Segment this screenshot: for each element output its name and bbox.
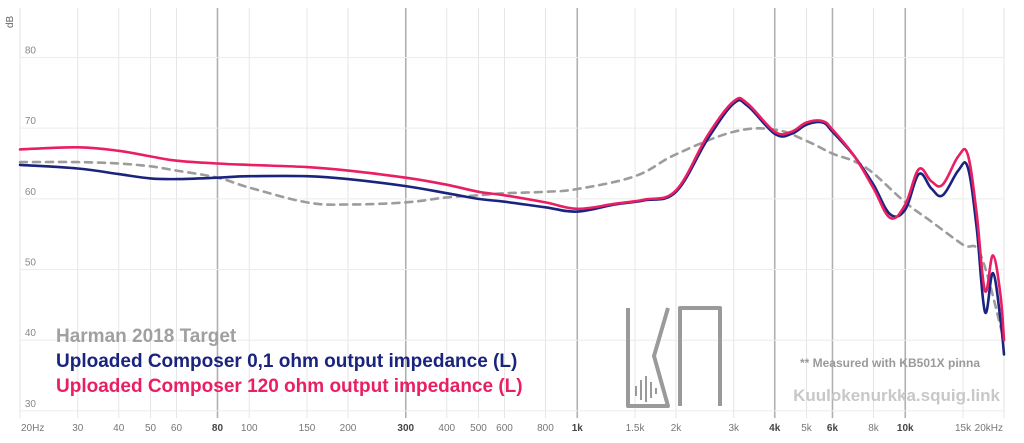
x-tick-label: 100: [241, 423, 258, 434]
y-tick-label: 50: [25, 258, 37, 269]
x-tick-label: 3k: [728, 423, 740, 434]
x-tick-label: 150: [299, 423, 316, 434]
x-tick-label: 1k: [572, 423, 584, 434]
x-tick-label: 10k: [897, 423, 914, 434]
site-watermark: Kuulokenurkka.squig.link: [793, 386, 1000, 405]
x-tick-label: 30: [72, 423, 84, 434]
x-tick-label: 400: [438, 423, 455, 434]
x-tick-label: 8k: [868, 423, 880, 434]
x-tick-label: 20kHz: [975, 423, 1003, 434]
legend-item-target: Harman 2018 Target: [56, 326, 237, 347]
x-tick-label: 2k: [671, 423, 683, 434]
x-tick-label: 4k: [769, 423, 781, 434]
x-tick-label: 800: [537, 423, 554, 434]
y-tick-label: 40: [25, 328, 37, 339]
series-lines: [18, 96, 1006, 356]
kn-logo-watermark: [626, 306, 722, 408]
x-tick-label: 5k: [801, 423, 813, 434]
grid: [19, 8, 1005, 418]
x-tick-label: 600: [496, 423, 513, 434]
x-tick-label: 40: [113, 423, 125, 434]
legend-item-high-impedance: Uploaded Composer 120 ohm output impedan…: [56, 376, 523, 397]
x-tick-label: 500: [470, 423, 487, 434]
y-tick-label: 60: [25, 187, 37, 198]
x-tick-label: 300: [397, 423, 414, 434]
series-line-2: [18, 96, 1006, 342]
y-axis-label: dB: [5, 15, 16, 28]
x-tick-label: 6k: [827, 423, 839, 434]
legend: Harman 2018 Target Uploaded Composer 0,1…: [56, 324, 523, 399]
y-tick-label: 30: [25, 399, 37, 410]
x-tick-label: 200: [340, 423, 357, 434]
x-tick-label: 15k: [955, 423, 972, 434]
x-tick-label: 80: [212, 423, 224, 434]
axis-labels: 20Hz 30 40 50 60 80 100 150 200 300 400 500 600 800 1k…: [5, 15, 1003, 434]
series-line-1: [18, 98, 1006, 356]
y-tick-label: 70: [25, 116, 37, 127]
x-tick-label: 50: [145, 423, 157, 434]
x-tick-label: 20Hz: [21, 423, 44, 434]
series-line-0: [18, 127, 1006, 342]
measurement-note: ** Measured with KB501X pinna: [799, 356, 980, 370]
x-tick-label: 1.5k: [626, 423, 646, 434]
legend-item-low-impedance: Uploaded Composer 0,1 ohm output impedan…: [56, 351, 518, 372]
x-tick-label: 60: [171, 423, 183, 434]
y-tick-label: 80: [25, 45, 37, 56]
